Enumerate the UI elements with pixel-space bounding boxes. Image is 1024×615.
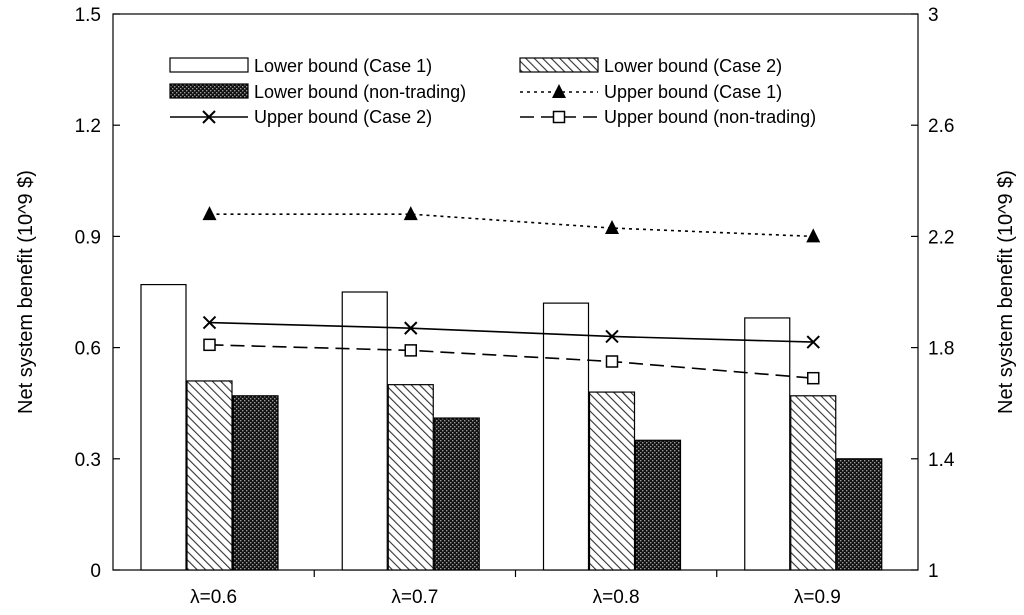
y-axis-title-right: Net system benefit (10^9 $) xyxy=(995,170,1017,414)
legend-item-3-swatch xyxy=(169,83,249,99)
bar-series1-cat2 xyxy=(341,291,388,571)
y-tick-label: 0 xyxy=(90,561,101,582)
lines xyxy=(202,206,821,385)
bar-series2-cat2 xyxy=(387,384,434,571)
y2-tick-label: 1 xyxy=(928,561,939,582)
line-series3-point-2 xyxy=(404,344,417,357)
y-tick-label: 0.9 xyxy=(75,227,101,248)
legend-item-5-label: Upper bound (Case 2) xyxy=(254,107,432,127)
bar-series2-cat4 xyxy=(790,395,837,571)
line-series1 xyxy=(209,213,814,238)
legend-item-3-label: Lower bound (non-trading) xyxy=(254,82,466,102)
x-tick-label: λ=0.6 xyxy=(190,587,237,608)
y2-tick-label: 1.4 xyxy=(928,450,955,471)
line-series3 xyxy=(209,344,814,379)
y-tick-label: 1.5 xyxy=(75,5,101,26)
legend-item-4-label: Upper bound (Case 1) xyxy=(604,82,782,102)
y-tick-label: 0.6 xyxy=(75,339,101,360)
legend-item-5-marker xyxy=(202,110,216,124)
y-tick-label: 1.2 xyxy=(75,116,101,137)
line-series2-point-1 xyxy=(202,315,217,330)
bar-series2-cat3 xyxy=(588,391,636,571)
line-series2 xyxy=(209,321,814,343)
x-tick-label: λ=0.8 xyxy=(593,587,640,608)
legend-item-2-swatch xyxy=(519,57,599,73)
bars xyxy=(140,283,883,571)
bar-series3-cat2 xyxy=(433,417,480,571)
legend-item-1-swatch xyxy=(169,57,249,73)
line-series3-point-4 xyxy=(807,371,820,385)
line-series3-point-1 xyxy=(203,338,216,352)
x-tick-label: λ=0.9 xyxy=(794,587,841,608)
y2-tick-label: 2.6 xyxy=(928,116,954,137)
legend-item-1-label: Lower bound (Case 1) xyxy=(254,56,432,76)
line-series2-point-3 xyxy=(605,329,619,344)
bar-series3-cat4 xyxy=(836,458,883,571)
legend-item-6-label: Upper bound (non-trading) xyxy=(604,107,816,127)
line-series1-point-4 xyxy=(806,228,821,243)
legend: Lower bound (Case 1) Lower bound (Case 2)… xyxy=(169,56,816,127)
x-tick-label: λ=0.7 xyxy=(391,587,438,608)
x-axis: λ=0.6 λ=0.7 λ=0.8 λ=0.9 xyxy=(190,570,841,608)
y2-tick-label: 1.8 xyxy=(928,339,954,360)
line-series1-point-2 xyxy=(403,206,418,221)
line-series1-point-1 xyxy=(202,206,217,221)
legend-item-4-marker xyxy=(552,84,566,98)
y-axis-right: 1 1.4 1.8 2.2 2.6 3 xyxy=(911,5,955,582)
bar-series3-cat3 xyxy=(634,439,682,571)
y-tick-label: 0.3 xyxy=(75,450,101,471)
line-series1-point-3 xyxy=(605,220,619,235)
bar-series1-cat1 xyxy=(140,283,187,571)
line-series2-point-4 xyxy=(806,335,820,349)
y2-tick-label: 3 xyxy=(928,5,939,26)
y-axis-title-left: Net system benefit (10^9 $) xyxy=(15,170,37,414)
bar-series1-cat3 xyxy=(542,302,590,571)
line-series3-point-3 xyxy=(605,355,619,368)
bar-series1-cat4 xyxy=(744,317,791,571)
legend-item-6-marker xyxy=(552,110,566,124)
bar-series3-cat1 xyxy=(232,395,279,571)
line-series2-point-2 xyxy=(404,321,418,335)
bar-series2-cat1 xyxy=(186,380,233,571)
y2-tick-label: 2.2 xyxy=(928,227,954,248)
legend-item-2-label: Lower bound (Case 2) xyxy=(604,56,782,76)
y-axis-left: 0 0.3 0.6 0.9 1.2 1.5 xyxy=(75,5,120,582)
